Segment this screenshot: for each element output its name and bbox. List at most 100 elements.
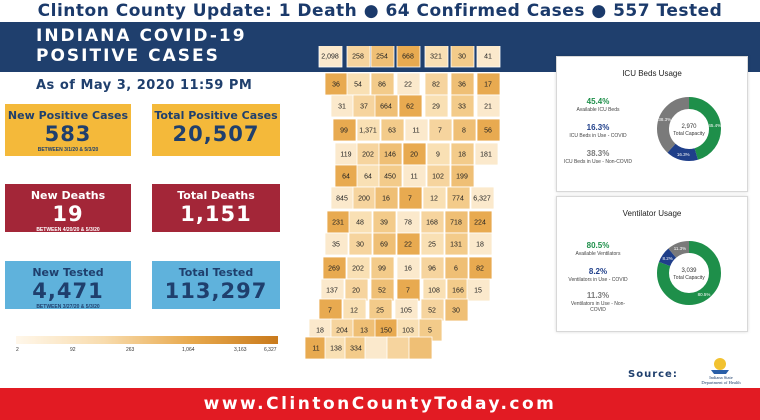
county-case-label: 82 [432, 82, 440, 89]
county-cell [380, 118, 405, 142]
county-case-label: 102 [432, 174, 444, 181]
donut-segment-label: 38.3% [658, 117, 671, 122]
county-case-label: 254 [376, 54, 388, 61]
legend-label: 3,163 [234, 347, 247, 353]
county-case-label: 7 [406, 288, 410, 295]
icu-panel-title: ICU Beds Usage [622, 69, 682, 78]
county-cell [424, 46, 449, 68]
county-case-label: 18 [476, 242, 484, 249]
county-case-label: 63 [388, 128, 396, 135]
county-cell [398, 94, 423, 118]
footer-url[interactable]: www.ClintonCountyToday.com [0, 388, 760, 420]
county-cell [446, 186, 471, 210]
county-cell [450, 46, 475, 68]
card-value: 19 [52, 202, 84, 226]
county-cell [398, 186, 423, 210]
county-case-label: 18 [458, 152, 466, 159]
legend-label: 1,064 [182, 347, 195, 353]
county-case-label: 6,327 [473, 196, 491, 203]
card-new-deaths: New Deaths 19 BETWEEN 4/20/20 & 5/3/20 [5, 184, 131, 233]
county-cell [474, 142, 499, 166]
logo-sun-icon [714, 358, 726, 370]
icu-stat-covid-label: ICU Beds in Use - COVID [569, 133, 627, 139]
county-case-label: 82 [476, 266, 484, 273]
logo-text-line1: Indiana State [709, 375, 733, 380]
county-case-label: 64 [364, 174, 372, 181]
donut-segment-label: 16.3% [677, 152, 690, 157]
county-case-label: 668 [402, 54, 414, 61]
icu-stat-available-pct: 45.4% [586, 97, 610, 106]
county-case-label: 334 [350, 346, 362, 353]
county-case-label: 108 [428, 288, 440, 295]
source-label: Source: [628, 369, 678, 380]
vent-stat-covid-label: Ventilators in Use - COVID [568, 277, 628, 283]
map-legend-gradient [16, 336, 278, 344]
county-case-label: 119 [340, 152, 351, 159]
county-case-label: 199 [456, 174, 468, 181]
county-case-label: 31 [338, 104, 346, 111]
county-cell [356, 118, 381, 142]
donut-segment [657, 97, 721, 161]
county-case-label: 62 [406, 104, 414, 111]
county-cell [452, 118, 477, 142]
card-total-tested: Total Tested 113,297 [152, 261, 280, 309]
card-sub: BETWEEN 3/27/20 & 5/3/20 [36, 304, 100, 310]
card-sub: BETWEEN 3/1/20 & 5/3/20 [37, 147, 99, 153]
county-cell [346, 46, 371, 68]
county-case-label: 69 [380, 242, 388, 249]
vent-donut-segments [657, 241, 721, 305]
county-case-label: 6 [454, 266, 458, 273]
county-case-label: 321 [430, 54, 442, 61]
card-label: Total Deaths [177, 189, 255, 202]
county-case-label: 64 [342, 174, 350, 181]
county-case-label: 36 [332, 82, 340, 89]
legend-label: 263 [126, 347, 135, 353]
county-case-label: 269 [328, 266, 340, 273]
county-cell [332, 118, 357, 142]
county-case-label: 8 [462, 128, 466, 135]
county-case-label: 25 [376, 308, 384, 315]
county-case-label: 33 [458, 104, 466, 111]
county-case-label: 12 [350, 308, 358, 315]
county-cell [396, 46, 421, 68]
county-cell [318, 46, 343, 68]
county-case-label: 258 [352, 54, 364, 61]
vent-center-label: Total Capacity [673, 275, 705, 281]
county-case-label: 99 [340, 128, 348, 135]
legend-label: 6,327 [264, 347, 277, 353]
county-case-label: 224 [474, 220, 486, 227]
county-case-label: 96 [428, 266, 436, 273]
county-cell [424, 94, 449, 118]
county-case-label: 11 [412, 128, 419, 135]
county-case-label: 52 [378, 288, 386, 295]
vent-panel: Ventilator Usage 80.5% Available Ventila… [556, 196, 748, 332]
vent-stat-available-label: Available Ventilators [575, 251, 621, 257]
county-case-label: 30 [356, 242, 364, 249]
county-case-label: 11 [410, 174, 417, 181]
county-cell [396, 232, 421, 256]
as-of-date: As of May 3, 2020 11:59 PM [36, 78, 253, 93]
county-case-label: 20 [352, 288, 360, 295]
card-value: 1,151 [180, 202, 252, 226]
page-title: INDIANA COVID-19 POSITIVE CASES [36, 26, 247, 66]
county-cell [374, 94, 399, 118]
county-case-label: 20 [410, 152, 418, 159]
county-case-label: 200 [358, 196, 370, 203]
card-new-tested: New Tested 4,471 BETWEEN 3/27/20 & 5/3/2… [5, 261, 131, 310]
county-case-label: 56 [484, 128, 492, 135]
county-case-label: 13 [360, 328, 368, 335]
county-cell [476, 46, 501, 68]
county-case-label: 86 [378, 82, 386, 89]
vent-stat-covid-pct: 8.2% [588, 267, 608, 276]
donut-segment-label: 8.2% [662, 256, 672, 261]
county-case-label: 168 [426, 220, 438, 227]
county-case-label: 7 [438, 128, 442, 135]
donut-segment [657, 241, 721, 305]
county-case-label: 202 [362, 152, 374, 159]
card-label: Total Positive Cases [154, 109, 278, 122]
county-cell [420, 232, 445, 256]
card-label: New Positive Cases [7, 109, 129, 122]
county-cell [468, 232, 493, 256]
county-case-label: 202 [352, 266, 364, 273]
county-case-label: 204 [336, 328, 348, 335]
